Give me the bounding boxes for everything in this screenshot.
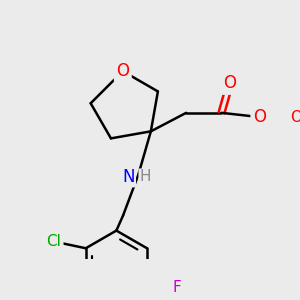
Text: Cl: Cl bbox=[46, 234, 61, 249]
Text: H: H bbox=[139, 169, 151, 184]
Text: O: O bbox=[224, 74, 236, 92]
Text: O: O bbox=[253, 108, 266, 126]
Text: N: N bbox=[122, 168, 134, 186]
Text: F: F bbox=[172, 280, 181, 295]
Text: O: O bbox=[116, 62, 129, 80]
Text: O: O bbox=[290, 110, 300, 124]
